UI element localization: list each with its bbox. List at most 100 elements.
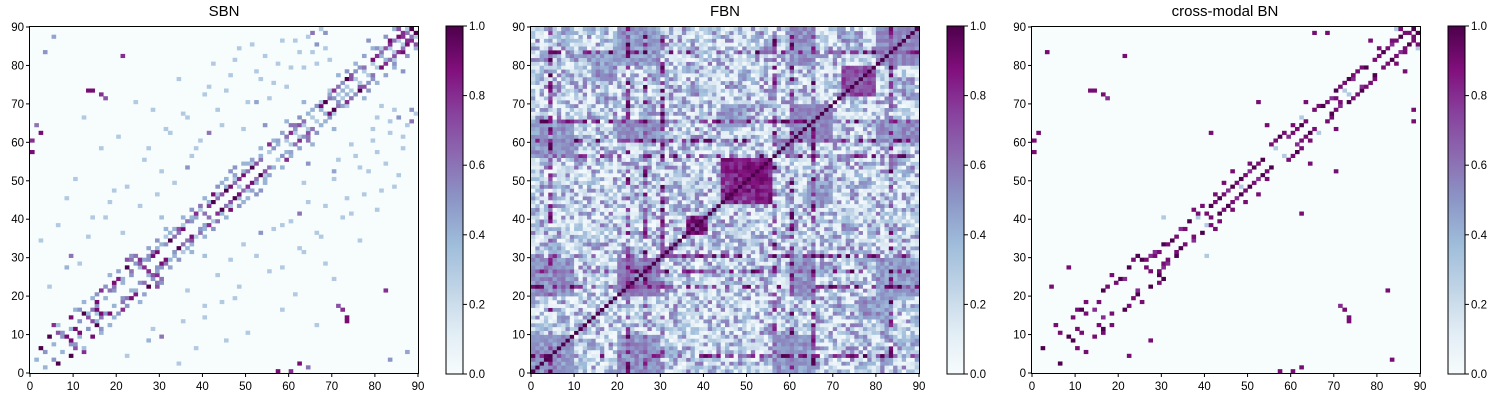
heatmap-cell bbox=[638, 357, 644, 362]
heatmap-cell bbox=[763, 369, 769, 374]
heatmap-cell bbox=[720, 342, 726, 347]
heatmap-cell bbox=[755, 299, 760, 305]
heatmap-cell bbox=[725, 230, 730, 235]
heatmap-cell bbox=[832, 246, 838, 251]
heatmap-cell bbox=[750, 296, 756, 301]
heatmap-cell bbox=[759, 215, 765, 220]
heatmap-cell bbox=[582, 196, 588, 201]
heatmap-cell bbox=[336, 100, 341, 105]
heatmap-cell bbox=[759, 315, 765, 320]
heatmap-panel-sbn: SBN 0 10 20 30 40 50 60 70 80 90 0102030405060708… bbox=[11, 3, 485, 393]
heatmap-cell bbox=[643, 330, 648, 335]
heatmap-cell bbox=[763, 211, 769, 216]
heatmap-cell bbox=[331, 126, 337, 132]
heatmap-cell bbox=[543, 273, 549, 278]
heatmap-cell bbox=[910, 280, 915, 285]
heatmap-cell bbox=[789, 319, 795, 324]
heatmap-cell bbox=[850, 299, 855, 305]
heatmap-cell bbox=[565, 357, 571, 362]
heatmap-cell bbox=[643, 203, 648, 208]
heatmap-cell bbox=[625, 200, 631, 205]
heatmap-cell bbox=[98, 288, 104, 293]
heatmap-cell bbox=[832, 203, 838, 208]
heatmap-cell bbox=[548, 192, 553, 197]
heatmap-cell bbox=[793, 265, 799, 270]
heatmap-cell bbox=[871, 369, 877, 374]
heatmap-cell bbox=[690, 280, 696, 285]
heatmap-cell bbox=[906, 230, 911, 235]
heatmap-cell bbox=[828, 273, 834, 278]
heatmap-cell bbox=[742, 369, 747, 374]
heatmap-cell bbox=[729, 261, 734, 266]
heatmap-cell bbox=[185, 219, 190, 224]
heatmap-cell bbox=[884, 346, 890, 351]
heatmap-cell bbox=[539, 230, 545, 235]
heatmap-cell bbox=[664, 280, 670, 285]
heatmap-cell bbox=[901, 338, 907, 343]
heatmap-cell bbox=[871, 188, 877, 193]
heatmap-cell bbox=[656, 242, 661, 247]
heatmap-cell bbox=[733, 196, 739, 201]
heatmap-cell bbox=[759, 249, 765, 255]
heatmap-cell bbox=[712, 215, 717, 220]
heatmap-cell bbox=[914, 365, 920, 370]
heatmap-cell bbox=[51, 342, 57, 347]
heatmap-cell bbox=[608, 226, 614, 232]
heatmap-cell bbox=[793, 361, 799, 366]
heatmap-cell bbox=[587, 234, 592, 239]
heatmap-cell bbox=[802, 311, 808, 316]
heatmap-cell bbox=[781, 365, 786, 370]
heatmap-cell bbox=[841, 261, 847, 266]
heatmap-cell bbox=[867, 226, 872, 232]
heatmap-cell bbox=[638, 184, 644, 189]
heatmap-cell bbox=[793, 365, 799, 370]
heatmap-cell bbox=[599, 311, 605, 316]
heatmap-cell bbox=[531, 215, 536, 220]
heatmap-cell bbox=[841, 273, 847, 278]
heatmap-cell bbox=[901, 249, 907, 255]
heatmap-cell bbox=[608, 192, 614, 197]
heatmap-cell bbox=[850, 353, 855, 358]
heatmap-cell bbox=[854, 188, 859, 193]
heatmap-cell bbox=[716, 330, 721, 335]
heatmap-cell bbox=[806, 280, 812, 285]
heatmap-cell bbox=[845, 315, 851, 320]
heatmap-cell bbox=[668, 319, 674, 324]
heatmap-cell bbox=[690, 257, 696, 262]
heatmap-cell bbox=[875, 292, 881, 297]
heatmap-cell bbox=[595, 249, 601, 255]
heatmap-cell bbox=[781, 257, 786, 262]
heatmap-cell bbox=[612, 192, 618, 197]
heatmap-cell bbox=[824, 257, 829, 262]
heatmap-cell bbox=[245, 188, 251, 193]
heatmap-cell bbox=[694, 226, 700, 232]
heatmap-cell bbox=[875, 280, 881, 285]
heatmap-cell bbox=[789, 334, 795, 339]
heatmap-cell bbox=[331, 96, 337, 101]
heatmap-cell bbox=[729, 257, 734, 262]
heatmap-cell bbox=[897, 249, 903, 255]
heatmap-cell bbox=[612, 219, 618, 224]
heatmap-cell bbox=[832, 230, 838, 235]
heatmap-cell bbox=[837, 265, 842, 270]
heatmap-cell bbox=[686, 184, 691, 189]
heatmap-cell bbox=[785, 196, 790, 201]
heatmap-cell bbox=[699, 219, 704, 224]
heatmap-cell bbox=[707, 230, 713, 235]
heatmap-cell bbox=[746, 196, 752, 201]
heatmap-cell bbox=[548, 330, 553, 335]
heatmap-cell bbox=[888, 330, 894, 335]
heatmap-cell bbox=[910, 269, 915, 274]
heatmap-cell bbox=[699, 257, 704, 262]
heatmap-cell bbox=[155, 284, 160, 289]
heatmap-cell bbox=[370, 46, 376, 51]
heatmap-cell bbox=[361, 69, 367, 74]
heatmap-cell bbox=[755, 234, 760, 239]
heatmap-cell bbox=[720, 211, 726, 216]
heatmap-cell bbox=[129, 257, 134, 262]
heatmap-cell bbox=[694, 284, 700, 289]
heatmap-cell bbox=[763, 249, 769, 255]
heatmap-cell bbox=[587, 219, 592, 224]
heatmap-cell bbox=[815, 330, 821, 335]
heatmap-cell bbox=[781, 196, 786, 201]
